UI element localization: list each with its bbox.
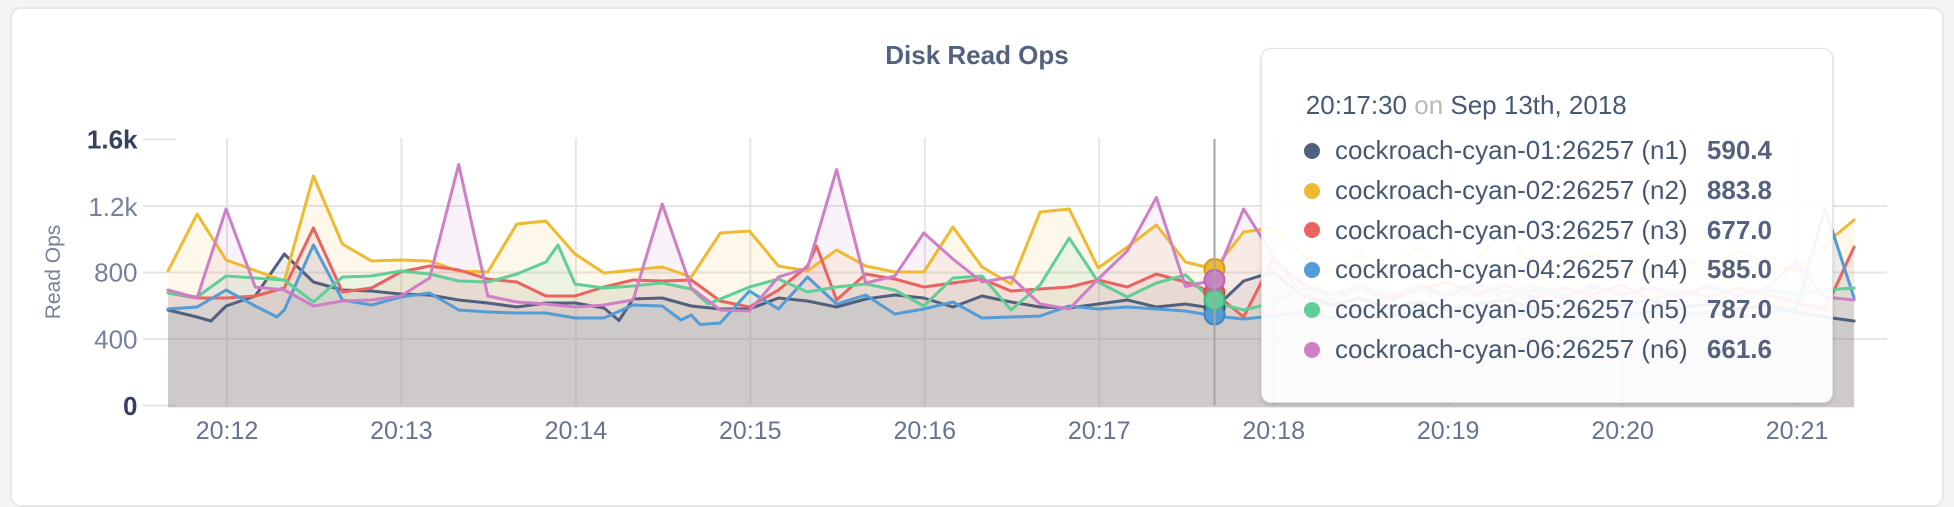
- svg-text:20:17: 20:17: [1068, 417, 1131, 445]
- svg-text:1.6k: 1.6k: [87, 125, 138, 155]
- svg-text:20:12: 20:12: [196, 417, 259, 445]
- svg-text:800: 800: [94, 258, 137, 288]
- svg-text:1.2k: 1.2k: [88, 192, 138, 222]
- svg-text:20:13: 20:13: [370, 417, 433, 445]
- svg-text:20:16: 20:16: [894, 417, 957, 445]
- svg-text:20:20: 20:20: [1591, 417, 1654, 445]
- svg-text:20:21: 20:21: [1766, 417, 1829, 445]
- svg-text:0: 0: [123, 391, 137, 421]
- svg-text:20:19: 20:19: [1417, 417, 1480, 445]
- svg-text:Read Ops: Read Ops: [42, 225, 65, 320]
- svg-text:20:15: 20:15: [719, 417, 782, 445]
- svg-text:400: 400: [94, 325, 137, 355]
- svg-text:20:18: 20:18: [1242, 417, 1305, 445]
- svg-text:20:14: 20:14: [545, 417, 608, 445]
